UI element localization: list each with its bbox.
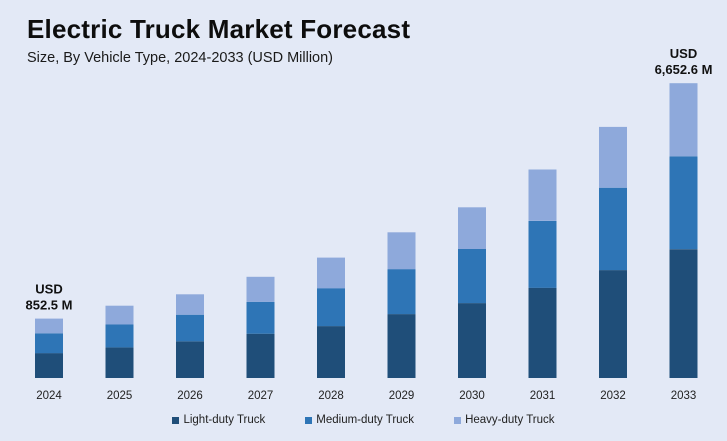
- legend-item-light: Light-duty Truck: [172, 414, 265, 426]
- bar-2032-heavy: [599, 126, 627, 188]
- bar-2032-light: [599, 270, 627, 378]
- bar-2026-heavy: [176, 294, 204, 315]
- legend-swatch-medium: [305, 416, 313, 424]
- bar-2032-medium: [599, 187, 627, 271]
- legend-label-medium: Medium-duty Truck: [316, 414, 415, 426]
- bar-2024-light: [35, 353, 63, 378]
- bar-2030-medium: [458, 249, 486, 304]
- bar-2025-medium: [105, 324, 134, 348]
- bar-2028-medium: [317, 288, 345, 327]
- x-tick-2030: 2030: [459, 390, 485, 402]
- x-tick-2031: 2031: [530, 390, 556, 402]
- x-tick-2028: 2028: [318, 390, 344, 402]
- annotation-2024-line2: 852.5 M: [26, 298, 73, 313]
- chart-title: Electric Truck Market Forecast: [27, 14, 411, 44]
- bar-2026-medium: [176, 314, 204, 342]
- bar-2025-heavy: [105, 305, 134, 325]
- annotation-2033-line1: USD: [670, 46, 697, 61]
- legend-item-heavy: Heavy-duty Truck: [454, 414, 555, 426]
- legend-label-light: Light-duty Truck: [183, 414, 266, 426]
- bar-2030-heavy: [458, 207, 486, 249]
- bar-2025-light: [105, 347, 134, 378]
- x-tick-2025: 2025: [107, 390, 133, 402]
- bar-2027-light: [246, 333, 275, 378]
- legend-label-heavy: Heavy-duty Truck: [465, 414, 555, 426]
- bar-2026-light: [176, 341, 204, 378]
- bar-2027-heavy: [246, 276, 275, 302]
- legend-swatch-heavy: [454, 416, 462, 424]
- bar-2028-light: [317, 326, 345, 378]
- bar-2024-medium: [35, 333, 63, 354]
- annotation-2033-line2: 6,652.6 M: [655, 62, 713, 77]
- x-tick-2029: 2029: [389, 390, 415, 402]
- bar-2031-light: [528, 287, 557, 378]
- bar-2029-light: [387, 314, 416, 378]
- bar-2024-heavy: [35, 318, 63, 334]
- bar-2031-heavy: [528, 169, 557, 221]
- x-tick-2033: 2033: [671, 390, 697, 402]
- bar-2029-medium: [387, 269, 416, 315]
- bar-2030-light: [458, 303, 486, 378]
- chart-subtitle: Size, By Vehicle Type, 2024-2033 (USD Mi…: [27, 50, 333, 66]
- bar-2031-medium: [528, 220, 557, 288]
- bar-2033-heavy: [669, 83, 698, 157]
- x-tick-2027: 2027: [248, 390, 274, 402]
- legend-swatch-light: [172, 416, 180, 424]
- bar-2033-light: [669, 249, 698, 378]
- bar-2033-medium: [669, 156, 698, 250]
- legend: Light-duty Truck Medium-duty Truck Heavy…: [0, 414, 727, 426]
- bar-2029-heavy: [387, 232, 416, 270]
- bar-2027-medium: [246, 301, 275, 334]
- legend-item-medium: Medium-duty Truck: [305, 414, 414, 426]
- annotation-2024-line1: USD: [35, 282, 62, 297]
- x-tick-2024: 2024: [36, 390, 62, 402]
- x-tick-2026: 2026: [177, 390, 203, 402]
- bar-2028-heavy: [317, 257, 345, 289]
- x-tick-2032: 2032: [600, 390, 626, 402]
